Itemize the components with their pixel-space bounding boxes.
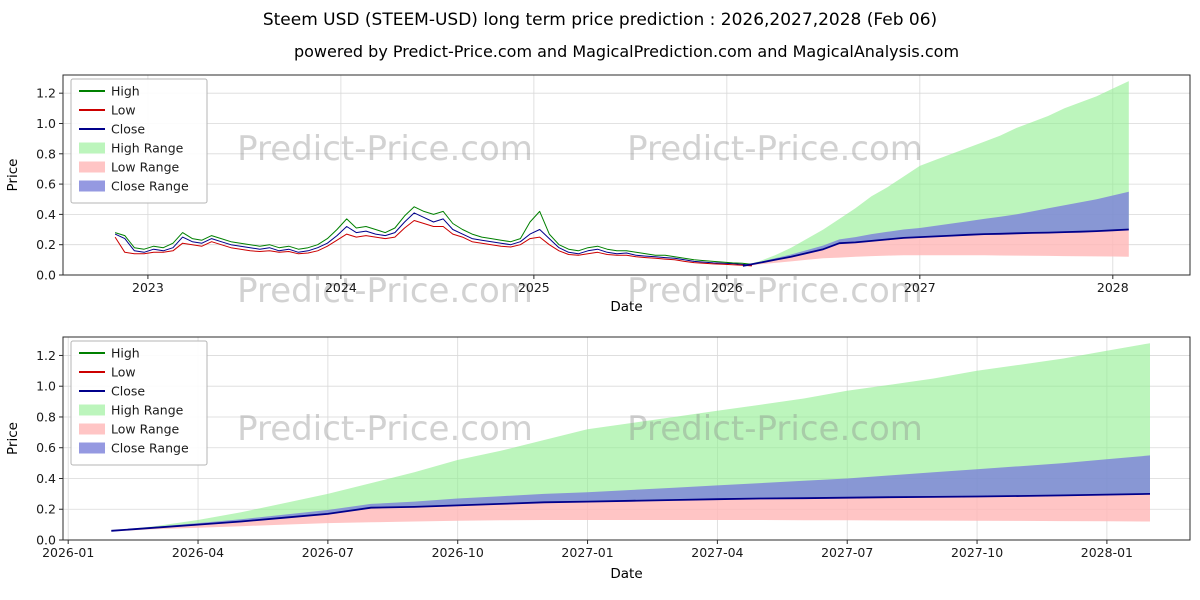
x-tick-label: 2026-10 (432, 545, 484, 560)
price-history-and-prediction-chart: Predict-Price.com Predict-Price.com Predic… (5, 74, 1191, 315)
legend-patch-sample (79, 180, 105, 192)
x-tick-label: 2023 (132, 280, 164, 295)
x-tick-label: 2028-01 (1081, 545, 1133, 560)
x-tick-label: 2028 (1097, 280, 1129, 295)
plot-border (62, 74, 1191, 276)
legend-label: Low (111, 103, 136, 118)
x-tick-label: 2027-01 (561, 545, 613, 560)
watermark-text: Predict-Price.com (627, 271, 923, 311)
legend-patch-sample (79, 442, 105, 454)
legend-label: Low Range (111, 422, 180, 437)
legend-label: High Range (111, 141, 184, 156)
prediction-detail-chart: Predict-Price.com Predict-Price.com 2026-0… (5, 336, 1191, 582)
x-tick-label: 2027-07 (821, 545, 873, 560)
low-range-band (742, 229, 1129, 267)
y-tick-label: 1.0 (36, 379, 56, 394)
figure-subtitle: powered by Predict-Price.com and Magical… (293, 42, 960, 61)
low-range-band (111, 493, 1150, 532)
legend-patch-sample (79, 423, 105, 435)
y-tick-label: 0.6 (36, 440, 56, 455)
legend-label: Close Range (111, 179, 189, 194)
watermark-text: Predict-Price.com (627, 409, 923, 449)
x-tick-label: 2026 (711, 280, 743, 295)
y-tick-label: 0.2 (36, 237, 56, 252)
x-axis-label: Date (610, 299, 642, 315)
legend-label: Close (111, 122, 145, 137)
legend-label: Close Range (111, 441, 189, 456)
watermark-text: Predict-Price.com (237, 129, 533, 169)
y-tick-label: 0.0 (36, 268, 56, 283)
y-tick-label: 1.2 (36, 348, 56, 363)
close-line-prediction (111, 493, 1151, 532)
x-tick-label: 2024 (325, 280, 357, 295)
close-line-historical (114, 212, 752, 266)
legend-label: Low Range (111, 160, 180, 175)
legend-patch-sample (79, 161, 105, 173)
y-tick-label: 0.6 (36, 177, 56, 192)
y-tick-label: 0.8 (36, 146, 56, 161)
legend-label: High (111, 84, 140, 99)
y-axis-label: Price (5, 159, 21, 192)
x-tick-label: 2026-07 (302, 545, 354, 560)
plot-border (62, 336, 1191, 541)
legend-label: Close (111, 384, 145, 399)
low-line-historical (114, 220, 752, 267)
y-tick-label: 0.2 (36, 502, 56, 517)
x-tick-label: 2026-01 (42, 545, 94, 560)
y-tick-label: 1.0 (36, 116, 56, 131)
y-tick-label: 1.2 (36, 86, 56, 101)
watermark-text: Predict-Price.com (237, 409, 533, 449)
legend-patch-sample (79, 142, 105, 154)
x-tick-label: 2027 (904, 280, 936, 295)
legend-label: Low (111, 365, 136, 380)
close-range-band (742, 191, 1129, 266)
y-tick-label: 0.0 (36, 533, 56, 548)
y-tick-label: 0.4 (36, 207, 56, 222)
close-range-band (111, 455, 1150, 531)
y-tick-label: 0.4 (36, 471, 56, 486)
x-tick-label: 2027-04 (691, 545, 743, 560)
x-tick-label: 2027-10 (951, 545, 1003, 560)
legend-patch-sample (79, 404, 105, 416)
x-tick-label: 2025 (518, 280, 550, 295)
figure-title: Steem USD (STEEM-USD) long term price pr… (262, 10, 938, 30)
y-tick-label: 0.8 (36, 409, 56, 424)
watermark-text: Predict-Price.com (627, 129, 923, 169)
watermark-text: Predict-Price.com (237, 271, 533, 311)
close-line-prediction (742, 228, 1129, 267)
legend-label: High Range (111, 403, 184, 418)
legend-label: High (111, 346, 140, 361)
high-line-historical (114, 206, 752, 265)
x-axis-label: Date (610, 566, 642, 582)
x-tick-label: 2026-04 (172, 545, 224, 560)
y-axis-label: Price (5, 422, 21, 455)
